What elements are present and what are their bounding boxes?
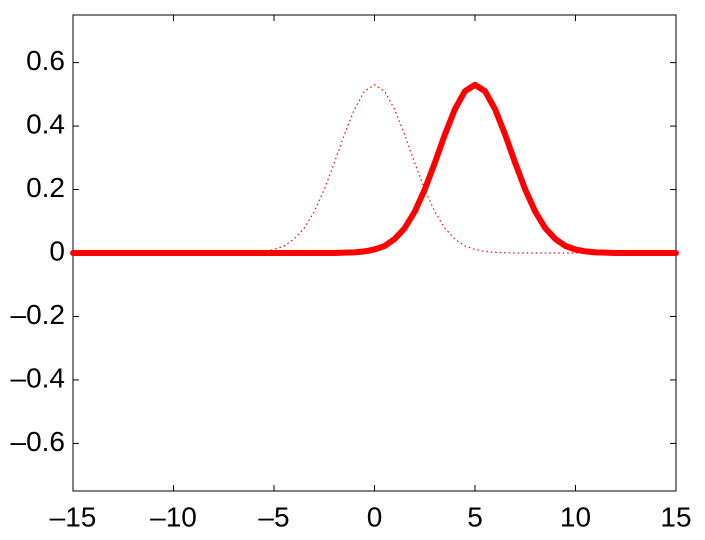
- y-tick-label: 0.4: [26, 108, 65, 139]
- y-tick-label: –0.2: [11, 299, 66, 330]
- y-tick-label: 0.2: [26, 172, 65, 203]
- series-line: [73, 84, 676, 254]
- y-tick-label: 0: [49, 235, 65, 266]
- series-line: [70, 81, 679, 256]
- x-tick-label: 15: [660, 501, 691, 532]
- x-tick-label: –15: [50, 501, 97, 532]
- x-tick-label: 10: [560, 501, 591, 532]
- x-tick-label: 0: [367, 501, 383, 532]
- y-tick-label: –0.6: [11, 426, 66, 457]
- y-tick-label: 0.6: [26, 45, 65, 76]
- x-tick-label: 5: [467, 501, 483, 532]
- x-tick-label: –5: [258, 501, 289, 532]
- x-tick-label: –10: [150, 501, 197, 532]
- y-tick-label: –0.4: [11, 362, 66, 393]
